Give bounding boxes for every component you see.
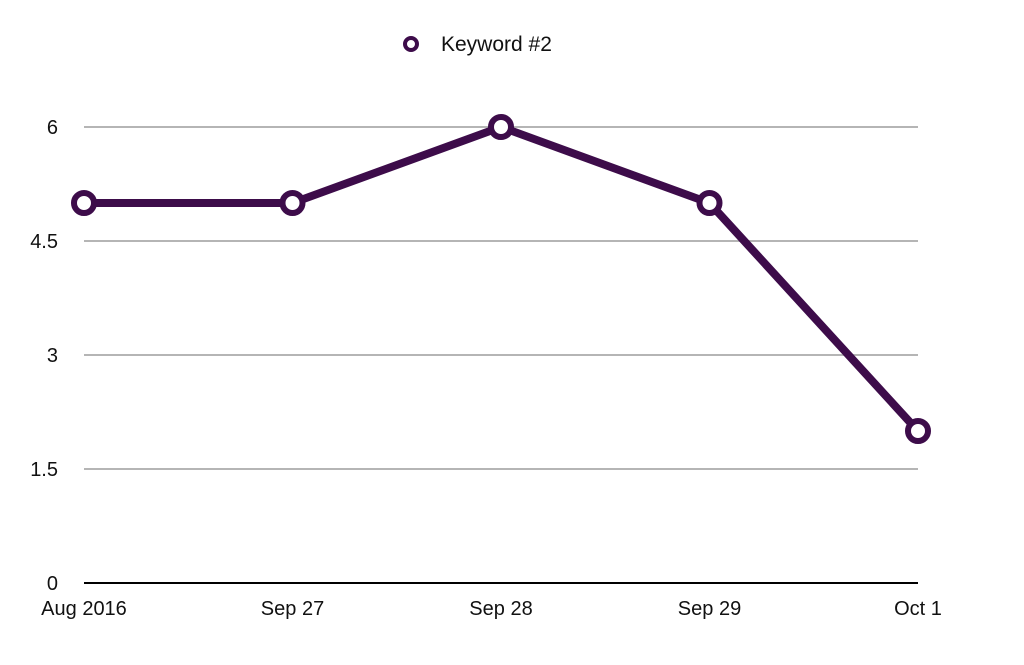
series-line-keyword-2 <box>80 123 922 435</box>
x-tick-label-2: Sep 28 <box>469 598 532 620</box>
data-point-1 <box>279 190 306 216</box>
data-point-0 <box>71 190 97 216</box>
y-axis-tick-labels: 0 1.5 3 4.5 6 <box>30 117 58 595</box>
data-point-2 <box>488 114 514 140</box>
x-tick-label-1: Sep 27 <box>261 598 324 620</box>
y-tick-label-4: 6 <box>47 117 58 139</box>
data-point-3 <box>696 190 723 216</box>
legend-marker-keyword-2 <box>403 36 419 52</box>
x-tick-label-3: Sep 29 <box>678 598 741 620</box>
x-tick-label-4: Oct 1 <box>894 598 942 620</box>
x-axis-tick-labels: Aug 2016 Sep 27 Sep 28 Sep 29 Oct 1 <box>41 598 942 620</box>
y-tick-label-3: 4.5 <box>30 231 58 253</box>
legend-label-keyword-2: Keyword #2 <box>441 33 552 56</box>
series-points-keyword-2 <box>71 114 931 444</box>
y-tick-label-1: 1.5 <box>30 459 58 481</box>
data-point-4 <box>905 418 931 444</box>
chart-legend: Keyword #2 <box>403 33 552 56</box>
x-tick-label-0: Aug 2016 <box>41 598 127 620</box>
y-tick-label-2: 3 <box>47 345 58 367</box>
y-tick-label-0: 0 <box>47 573 58 595</box>
